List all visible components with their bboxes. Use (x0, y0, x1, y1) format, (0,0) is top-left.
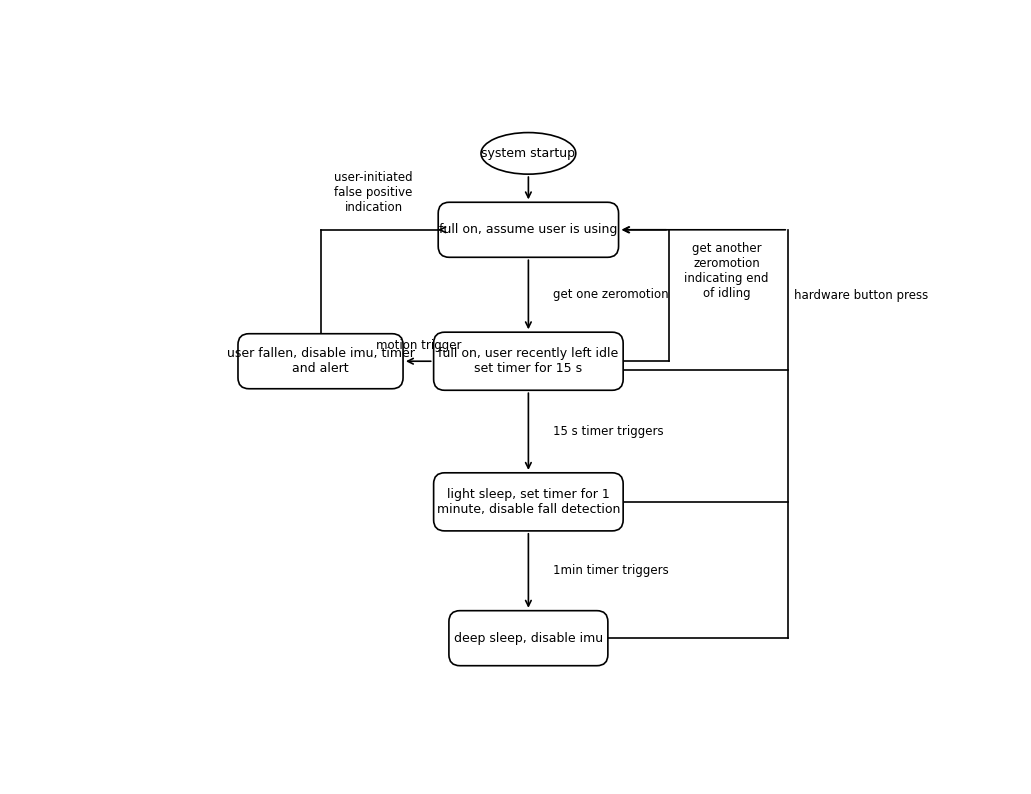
Text: hardware button press: hardware button press (794, 289, 929, 302)
Text: get another
zeromotion
indicating end
of idling: get another zeromotion indicating end of… (685, 242, 769, 300)
Text: user fallen, disable imu, timer
and alert: user fallen, disable imu, timer and aler… (227, 347, 414, 376)
Text: get one zeromotion: get one zeromotion (553, 288, 668, 301)
FancyBboxPatch shape (434, 472, 623, 531)
Text: user-initiated
false positive
indication: user-initiated false positive indication (334, 172, 412, 214)
Text: 1min timer triggers: 1min timer triggers (553, 565, 668, 577)
Text: motion trigger: motion trigger (375, 339, 461, 352)
Text: full on, user recently left idle
set timer for 15 s: full on, user recently left idle set tim… (438, 347, 619, 376)
FancyBboxPatch shape (434, 332, 623, 391)
Text: light sleep, set timer for 1
minute, disable fall detection: light sleep, set timer for 1 minute, dis… (437, 488, 620, 516)
Text: deep sleep, disable imu: deep sleep, disable imu (454, 632, 603, 645)
Text: 15 s timer triggers: 15 s timer triggers (553, 425, 664, 438)
FancyBboxPatch shape (438, 202, 619, 257)
Text: system startup: system startup (481, 147, 575, 160)
Text: full on, assume user is using: full on, assume user is using (439, 223, 618, 237)
FancyBboxPatch shape (448, 611, 608, 665)
FancyBboxPatch shape (238, 333, 403, 389)
Ellipse shape (481, 133, 575, 174)
